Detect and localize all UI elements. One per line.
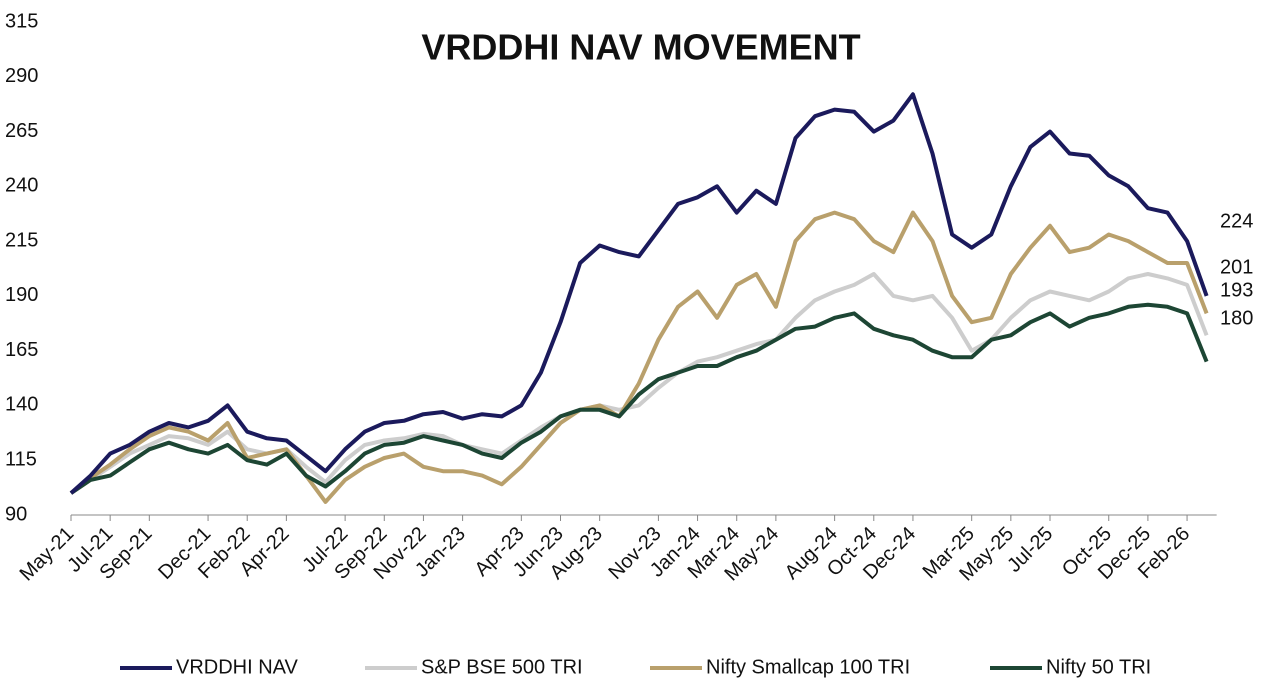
legend-label: VRDDHI NAV — [176, 656, 299, 678]
y-tick-label: 90 — [5, 503, 27, 525]
end-label: 193 — [1220, 279, 1253, 301]
series-line — [69, 302, 1209, 495]
chart-title: VRDDHI NAV MOVEMENT — [421, 27, 860, 68]
legend-label: S&P BSE 500 TRI — [421, 656, 583, 678]
end-label: 180 — [1220, 307, 1253, 329]
y-tick-label: 115 — [5, 449, 37, 471]
y-tick-label: 265 — [5, 120, 38, 142]
legend-label: Nifty Smallcap 100 TRI — [706, 656, 910, 678]
end-label: 201 — [1220, 256, 1253, 278]
series-line — [69, 272, 1209, 495]
y-tick-label: 165 — [5, 339, 38, 361]
y-tick-label: 215 — [5, 229, 38, 251]
legend-label: Nifty 50 TRI — [1046, 656, 1151, 678]
end-label: 224 — [1220, 210, 1253, 232]
x-tick-label: May-21 — [16, 523, 79, 586]
y-tick-label: 240 — [5, 175, 38, 197]
series-line — [69, 92, 1209, 495]
x-tick-label: Jul-25 — [1003, 523, 1057, 577]
y-tick-label: 315 — [5, 10, 38, 32]
y-tick-label: 140 — [5, 394, 38, 416]
y-tick-label: 290 — [5, 65, 38, 87]
y-tick-label: 190 — [5, 284, 38, 306]
series-line — [69, 210, 1209, 504]
